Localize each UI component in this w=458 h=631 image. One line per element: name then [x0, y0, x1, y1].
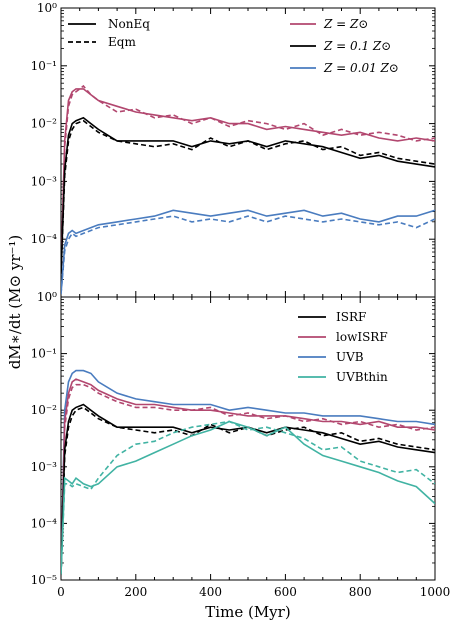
bottom-series-line-5 [61, 420, 435, 575]
bottom-series-line-1 [61, 378, 435, 575]
xtick-label: 1000 [420, 585, 451, 599]
legend-label: lowISRF [336, 330, 388, 344]
bottom-ytick-label: 10⁻⁵ [31, 573, 58, 587]
legend-label: ISRF [336, 310, 366, 324]
bottom-series-line-4 [61, 406, 435, 575]
bottom-series-line-0 [61, 369, 435, 575]
legend-metallicity-label: Z = 0.1 Z⊙ [323, 39, 391, 53]
legend-label: UVBthin [336, 370, 388, 384]
top-series-line-4 [61, 209, 435, 295]
top-ytick-label: 10⁰ [37, 1, 57, 15]
bottom-series-line-6 [61, 420, 435, 575]
bottom-ytick-label: 10⁻¹ [31, 347, 57, 361]
top-series-line-1 [61, 84, 435, 274]
bottom-panel-legend: ISRF lowISRF UVB UVBthin [298, 310, 388, 384]
legend-metallicity-label: Z = Z⊙ [323, 17, 368, 31]
top-ytick-label: 10⁻² [31, 117, 58, 131]
bottom-ytick-label: 10⁻³ [31, 460, 58, 474]
top-ytick-label: 10⁻³ [31, 174, 58, 188]
top-series-line-2 [61, 116, 435, 274]
top-series-line-5 [61, 215, 435, 295]
top-ytick-label-bottom: 10⁰ [37, 290, 57, 304]
top-panel-series [61, 84, 435, 295]
top-ytick-label: 10⁻⁴ [31, 232, 58, 246]
xtick-label: 0 [57, 585, 65, 599]
y-axis-label: dM∗/dt (M⊙ yr⁻¹) [6, 235, 24, 370]
bottom-ytick-label: 10⁻⁴ [31, 516, 58, 530]
x-axis-label: Time (Myr) [205, 603, 290, 621]
top-series-line-3 [61, 119, 435, 274]
xtick-label: 600 [274, 585, 297, 599]
top-series-line-0 [61, 88, 435, 274]
legend-metallicity-label: Z = 0.01 Z⊙ [323, 61, 399, 75]
top-panel-ticks: 10⁻⁴ 10⁻³ 10⁻² 10⁻¹ 10⁰ 10⁰ [31, 1, 436, 304]
top-ytick-label: 10⁻¹ [31, 59, 57, 73]
legend-style-label: Eqm [108, 35, 136, 49]
top-panel-legend: NonEq Eqm Z = Z⊙ Z = 0.1 Z⊙ Z = 0.01 Z⊙ [68, 17, 399, 75]
xtick-label: 200 [124, 585, 147, 599]
legend-label: UVB [336, 350, 364, 364]
bottom-ytick-label: 10⁻² [31, 403, 58, 417]
bottom-panel-ticks: 10⁻⁵ 10⁻⁴ 10⁻³ 10⁻² 10⁻¹ 0 200 400 600 800 1000 [31, 296, 451, 599]
xtick-label: 800 [349, 585, 372, 599]
bottom-series-line-3 [61, 403, 435, 575]
legend-style-label: NonEq [108, 17, 150, 31]
bottom-panel-series [61, 369, 435, 575]
xtick-label: 400 [199, 585, 222, 599]
bottom-series-line-2 [61, 383, 435, 575]
